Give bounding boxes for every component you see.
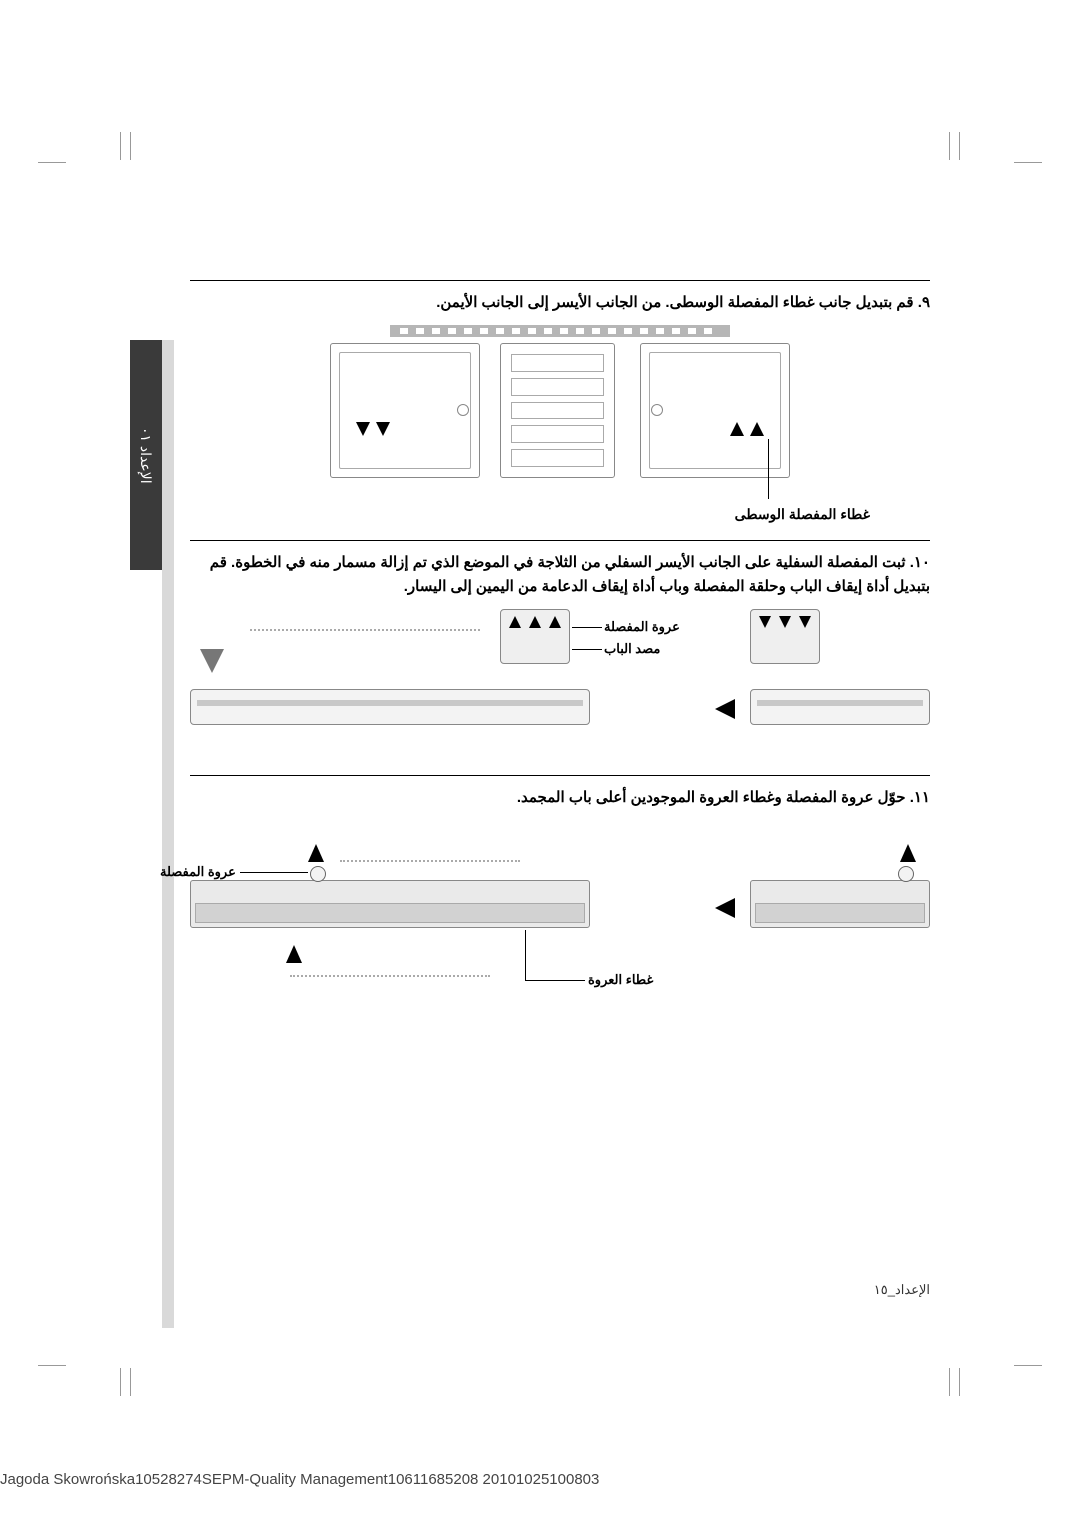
step-9-caption: غطاء المفصلة الوسطى xyxy=(735,506,870,522)
crop-mark xyxy=(959,1368,960,1396)
crop-mark xyxy=(1014,162,1042,163)
document-footer: Jagoda Skowrońska10528274SEPM-Quality Ma… xyxy=(0,1471,599,1488)
step-10-diagram: عروة المفصلة مصد الباب xyxy=(190,609,930,759)
side-tab: الإعداد ٠١ xyxy=(130,340,162,570)
label-loop-cover: غطاء العروة xyxy=(588,972,653,988)
step-9-text: ٩. قم بتبديل جانب غطاء المفصلة الوسطى. م… xyxy=(190,291,930,315)
divider xyxy=(190,280,930,281)
label-hinge-loop-11: عروة المفصلة xyxy=(160,864,238,880)
crop-mark xyxy=(38,162,66,163)
crop-mark xyxy=(38,1365,66,1366)
crop-mark xyxy=(120,132,121,160)
page-number: الإعداد_١٥ xyxy=(874,1282,930,1298)
label-hinge-loop: عروة المفصلة xyxy=(604,619,680,635)
crop-mark xyxy=(130,132,131,160)
crop-mark xyxy=(1014,1365,1042,1366)
label-door-stopper: مصد الباب xyxy=(604,641,660,657)
step-11-text: ١١. حوّل عروة المفصلة وغطاء العروة الموج… xyxy=(190,786,930,810)
crop-mark xyxy=(949,1368,950,1396)
crop-mark xyxy=(949,132,950,160)
side-strip xyxy=(162,340,174,1328)
step-11-diagram: عروة المفصلة غطاء العروة xyxy=(190,820,930,1010)
crop-mark xyxy=(959,132,960,160)
step-9-diagram: غطاء المفصلة الوسطى xyxy=(190,325,930,524)
side-tab-label: الإعداد ٠١ xyxy=(138,427,154,484)
crop-mark xyxy=(120,1368,121,1396)
page-content: ٩. قم بتبديل جانب غطاء المفصلة الوسطى. م… xyxy=(190,280,930,1020)
divider xyxy=(190,775,930,776)
crop-mark xyxy=(130,1368,131,1396)
divider xyxy=(190,540,930,541)
step-10-text: ١٠. ثبت المفصلة السفلية على الجانب الأيس… xyxy=(190,551,930,599)
